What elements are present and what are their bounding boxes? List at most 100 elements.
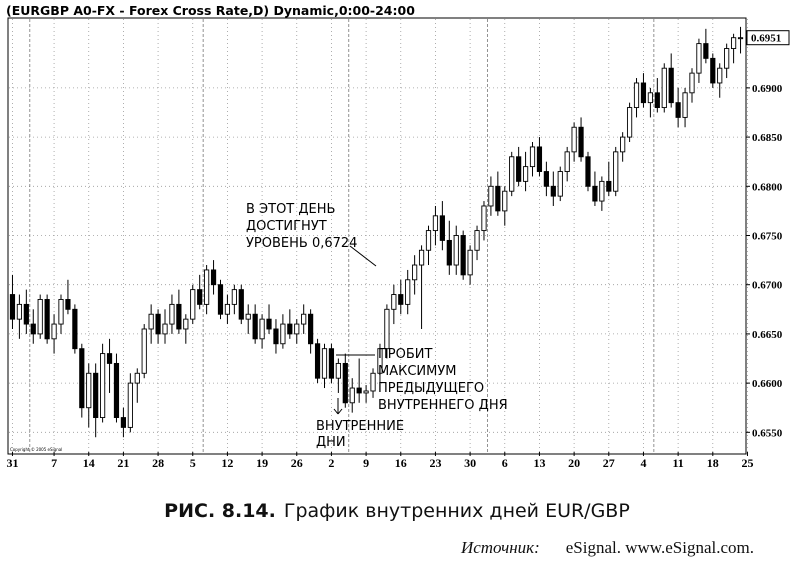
x-axis: 31 7 14 21 28 5 12 19 26 2 9 16 23 30 6 13 20 27 4 11 18 25	[6, 452, 753, 470]
candle-body-up	[169, 303, 175, 325]
figure-caption: РИС. 8.14. График внутренних дней EUR/GBP	[0, 500, 794, 523]
candle-body-down	[308, 313, 314, 345]
candle-body-down	[578, 126, 584, 158]
candle-body-up	[467, 249, 473, 276]
candle-body-up	[633, 82, 640, 109]
annotation-inside-line-1: ВНУТРЕННИЕ	[316, 419, 404, 434]
candle-body-up	[599, 180, 605, 202]
x-tick-label: 25	[741, 456, 753, 470]
candle-body-up	[474, 230, 480, 251]
y-tick-label: 0.6600	[752, 378, 783, 390]
candle-body-down	[113, 362, 120, 419]
candle-body-up	[280, 323, 286, 345]
x-tick-label: 21	[117, 456, 129, 470]
candle-body-down	[93, 372, 99, 419]
y-tick-label: 0.6700	[752, 280, 783, 292]
candle-body-up	[231, 289, 237, 305]
candle-body-up	[529, 146, 536, 168]
candle-body-up	[224, 303, 231, 315]
candle-body-down	[606, 180, 612, 192]
candle-body-down	[79, 348, 85, 409]
figure-source: Источник: eSignal. www.eSignal.com.	[461, 538, 754, 558]
candle-body-up	[488, 185, 494, 207]
annotation-level-line-2: ДОСТИГНУТ	[246, 219, 327, 234]
candle-body-up	[571, 126, 577, 153]
candle-body-down	[550, 185, 556, 197]
candle-body-up	[335, 362, 341, 379]
chart-title: (EURGBP A0-FX - Forex Cross Rate,D) Dyna…	[6, 3, 415, 18]
candle-body-down	[155, 313, 161, 335]
month-separators	[29, 19, 655, 452]
x-tick-label: 5	[190, 456, 196, 470]
source-text: eSignal. www.eSignal.com.	[565, 538, 754, 557]
x-tick-label: 16	[395, 456, 407, 470]
candle-body-up	[717, 67, 723, 84]
candle-body-up	[58, 299, 64, 325]
candle-body-down	[495, 185, 501, 212]
plot-frame	[7, 17, 747, 455]
candle-body-up	[557, 171, 563, 197]
annotation-inside-line-2: ДНИ	[316, 435, 346, 450]
x-tick-label: 28	[152, 456, 164, 470]
candle-body-up	[51, 323, 57, 340]
x-tick-label: 4	[640, 456, 646, 470]
candle-body-down	[460, 235, 466, 276]
y-tick-label: 0.6900	[752, 83, 783, 95]
candles	[9, 26, 744, 438]
y-tick-label: 0.6550	[752, 427, 783, 439]
candle-body-down	[668, 67, 674, 104]
candle-body-down	[543, 171, 549, 187]
candle-body-down	[287, 323, 293, 335]
candle-body-up	[183, 318, 189, 330]
candle-body-down	[176, 303, 182, 330]
candle-body-down	[710, 57, 716, 84]
candle-body-up	[405, 279, 411, 305]
annotation-breakout-line-2: МАКСИМУМ	[378, 364, 457, 379]
last-price-box	[746, 30, 790, 46]
candle-body-down	[252, 313, 258, 340]
annotations: В ЭТОТ ДЕНЬ ДОСТИГНУТ УРОВЕНЬ 0,6724 ПРО…	[246, 202, 508, 450]
candle-body-up	[418, 249, 425, 266]
candle-body-down	[197, 289, 203, 305]
candle-body-down	[266, 318, 272, 330]
x-tick-label: 26	[291, 456, 303, 470]
candle-body-up	[134, 372, 140, 384]
annotation-breakout-line-1: ПРОБИТ	[378, 347, 432, 362]
candle-body-up	[377, 348, 383, 374]
candle-body-up	[682, 92, 688, 118]
y-tick-label: 0.6650	[752, 329, 783, 341]
candle-body-up	[626, 107, 633, 138]
y-tick-label: 0.6850	[752, 132, 783, 144]
candle-body-up	[349, 387, 355, 404]
candle-body-up	[190, 289, 196, 320]
figure-title: График внутренних дней EUR/GBP	[283, 500, 630, 522]
figure-number: РИС. 8.14.	[164, 500, 276, 522]
candle-body-down	[120, 417, 127, 428]
candle-body-down	[30, 323, 36, 335]
x-tick-label: 9	[363, 456, 369, 470]
candle-body-up	[502, 190, 508, 212]
candle-body-up	[321, 348, 328, 379]
annotation-inside-arrowhead-left	[333, 408, 339, 415]
chart: (EURGBP A0-FX - Forex Cross Rate,D) Dyna…	[6, 3, 790, 470]
candle-body-down	[65, 299, 71, 310]
candle-body-up	[509, 156, 515, 192]
candle-body-down	[398, 294, 404, 305]
candle-body-down	[328, 348, 335, 379]
candle-body-down	[238, 289, 244, 320]
x-tick-label: 6	[502, 456, 508, 470]
candle-body-up	[724, 48, 730, 69]
candle-body-up	[453, 235, 459, 266]
candle-body-down	[106, 353, 113, 364]
candle-body-up	[564, 151, 570, 172]
x-tick-label: 20	[568, 456, 580, 470]
candle-body-down	[72, 308, 78, 350]
candle-body-up	[301, 313, 307, 325]
x-tick-label: 27	[603, 456, 615, 470]
candle-body-down	[654, 92, 660, 109]
candle-body-up	[141, 328, 147, 374]
candle-body-down	[585, 156, 591, 187]
annotation-level-pointer	[349, 245, 377, 267]
x-tick-label: 18	[707, 456, 719, 470]
x-tick-label: 11	[672, 456, 683, 470]
